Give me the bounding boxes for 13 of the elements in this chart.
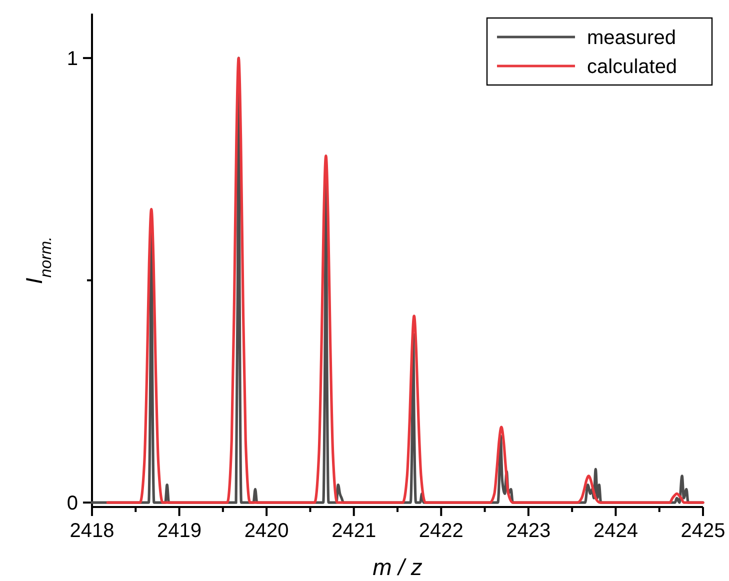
y-tick-label: 1	[66, 48, 78, 70]
x-tick-label: 2424	[593, 520, 638, 542]
x-tick-label: 2423	[506, 520, 551, 542]
legend-label: measured	[587, 27, 676, 49]
y-tick-label: 0	[66, 492, 78, 515]
x-tick-label: 2422	[418, 520, 464, 542]
x-tick-label: 2419	[157, 520, 202, 542]
legend-label: calculated	[587, 56, 678, 78]
x-axis-title: m / z	[372, 554, 423, 580]
x-tick-label: 2418	[70, 520, 114, 542]
x-tick-label: 2425	[680, 520, 726, 542]
x-tick-label: 2421	[332, 520, 376, 542]
x-tick-label: 2420	[244, 520, 289, 542]
